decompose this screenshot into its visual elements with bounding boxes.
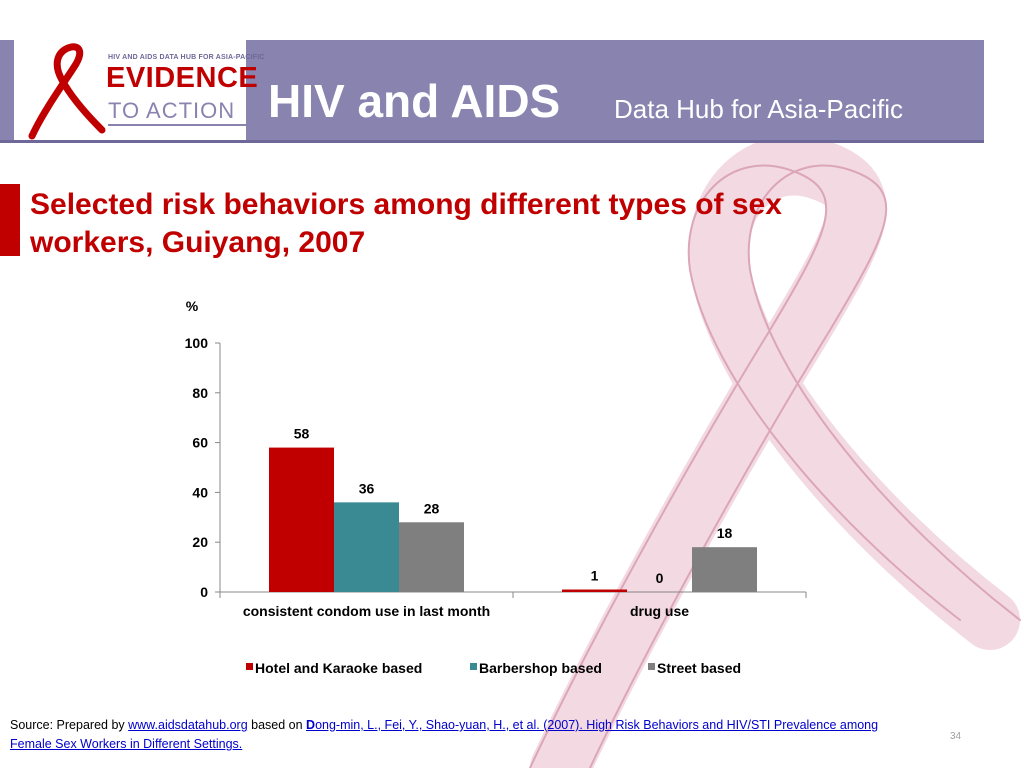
source-note: Source: Prepared by www.aidsdatahub.org … <box>10 716 910 754</box>
logo-tagline: HIV AND AIDS DATA HUB FOR ASIA-PACIFIC <box>108 54 265 61</box>
top-strip <box>0 0 1024 40</box>
data-label: 1 <box>591 568 599 584</box>
logo-underline <box>108 124 248 126</box>
bar <box>692 547 757 592</box>
source-mid: based on <box>247 718 307 732</box>
logo-action-text: TO ACTION <box>108 98 236 123</box>
y-axis-unit-label: % <box>186 298 199 314</box>
header-title: HIV and AIDS <box>268 75 561 127</box>
header-subtitle: Data Hub for Asia-Pacific <box>614 94 904 124</box>
y-tick-label: 40 <box>192 484 208 500</box>
bar <box>399 522 464 592</box>
y-tick-label: 0 <box>200 584 208 600</box>
slide-title: Selected risk behaviors among different … <box>30 188 782 259</box>
header-banner: HIV AND AIDS DATA HUB FOR ASIA-PACIFIC E… <box>0 40 984 143</box>
source-prefix: Source: Prepared by <box>10 718 129 732</box>
data-label: 36 <box>359 480 375 496</box>
legend-label: Barbershop based <box>479 660 602 676</box>
data-label: 58 <box>294 426 310 442</box>
title-marker <box>0 184 20 256</box>
data-label: 0 <box>656 570 664 586</box>
aids-ribbon-icon <box>28 43 106 140</box>
logo: HIV AND AIDS DATA HUB FOR ASIA-PACIFIC E… <box>14 40 264 140</box>
y-tick-label: 60 <box>192 435 208 451</box>
legend-label: Hotel and Karaoke based <box>255 660 422 676</box>
x-category-label: consistent condom use in last month <box>243 603 490 619</box>
bar <box>334 502 399 592</box>
logo-evidence-text: EVIDENCE <box>106 62 259 94</box>
y-tick-label: 100 <box>185 335 209 351</box>
page-number: 34 <box>950 731 962 742</box>
bar <box>562 589 627 592</box>
y-tick-label: 20 <box>192 534 208 550</box>
data-label: 18 <box>717 525 733 541</box>
citation-text: ong-min, L., Fei, Y., Shao-yuan, H., et … <box>10 718 879 751</box>
legend-label: Street based <box>657 660 741 676</box>
legend-swatch <box>246 663 253 670</box>
citation-first-letter: D <box>306 718 316 732</box>
data-label: 28 <box>424 500 440 516</box>
bar <box>269 447 334 592</box>
legend-swatch <box>470 663 477 670</box>
legend-swatch <box>648 663 655 670</box>
y-tick-label: 80 <box>192 385 208 401</box>
source-link[interactable]: www.aidsdatahub.org <box>128 718 248 732</box>
x-category-label: drug use <box>630 603 689 619</box>
citation-link[interactable]: Dong-min, L., Fei, Y., Shao-yuan, H., et… <box>10 718 878 751</box>
